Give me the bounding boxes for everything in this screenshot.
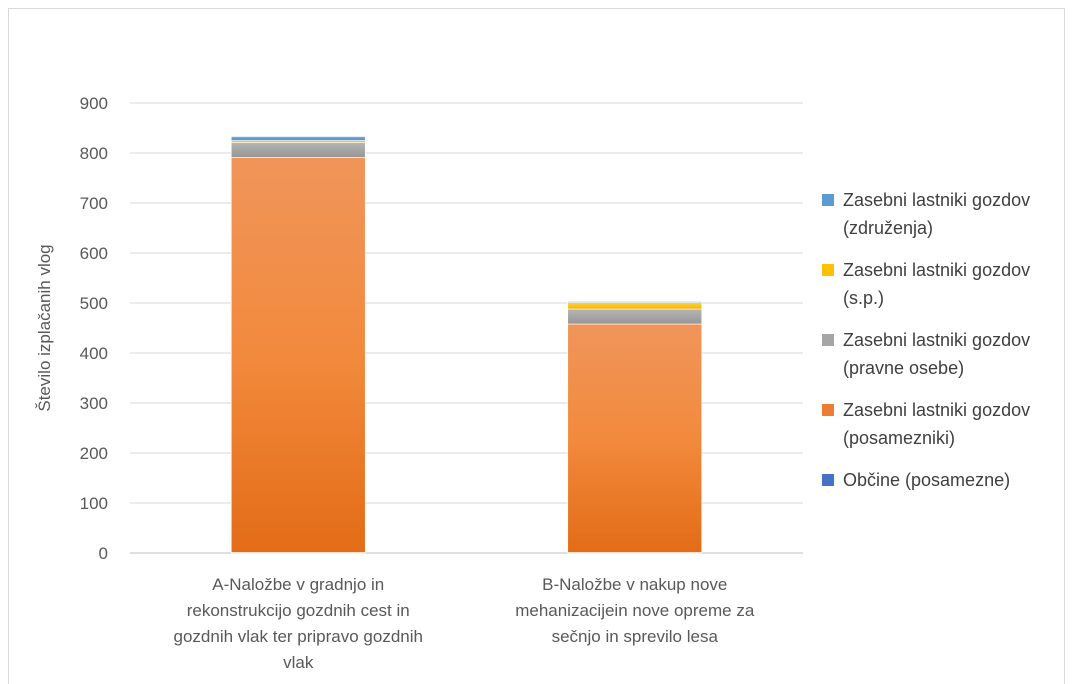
legend-label: Zasebni lastniki gozdov (združenja): [843, 190, 1030, 238]
legend-swatch: [822, 474, 834, 486]
y-tick-label: 100: [80, 494, 108, 513]
y-tick-label: 700: [80, 194, 108, 213]
chart-frame: [8, 8, 1065, 684]
bar-segment: [230, 157, 366, 553]
y-tick-label: 600: [80, 244, 108, 263]
bar-segment: [567, 323, 703, 553]
bar-segment: [230, 140, 366, 143]
legend-label: Zasebni lastniki gozdov (pravne osebe): [843, 330, 1030, 378]
y-tick-label: 800: [80, 144, 108, 163]
y-tick-label: 400: [80, 344, 108, 363]
legend-label: Zasebni lastniki gozdov (posamezniki): [843, 400, 1030, 448]
legend-label: Zasebni lastniki gozdov (s.p.): [843, 260, 1030, 308]
y-tick-label: 0: [99, 544, 108, 563]
y-tick-label: 900: [80, 94, 108, 113]
legend-swatch: [822, 404, 834, 416]
legend-swatch: [822, 264, 834, 276]
y-tick-label: 500: [80, 294, 108, 313]
legend: Zasebni lastniki gozdov (združenja) Zasebn…: [822, 190, 1030, 490]
x-category-label: A-Naložbe v gradnjo in rekonstrukcijo goz…: [174, 575, 423, 672]
x-axis-categories: A-Naložbe v gradnjo in rekonstrukcijo goz…: [174, 575, 755, 672]
bar-segment: [567, 308, 703, 325]
bar-segment: [567, 301, 703, 303]
legend-label: Občine (posamezne): [843, 470, 1010, 490]
bar-segment: [230, 142, 366, 158]
y-tick-label: 200: [80, 444, 108, 463]
legend-swatch: [822, 334, 834, 346]
y-axis-ticks: 0 100 200 300 400 500 600 700 800 900: [80, 94, 108, 563]
bar-segment: [230, 136, 366, 141]
y-tick-label: 300: [80, 394, 108, 413]
y-axis-label: Število izplačanih vlog: [35, 244, 54, 411]
x-category-label: B-Naložbe v nakup nove mehanizacijein nov…: [515, 575, 755, 646]
bar-segment: [567, 302, 703, 310]
bars: [230, 136, 703, 554]
legend-swatch: [822, 194, 834, 206]
